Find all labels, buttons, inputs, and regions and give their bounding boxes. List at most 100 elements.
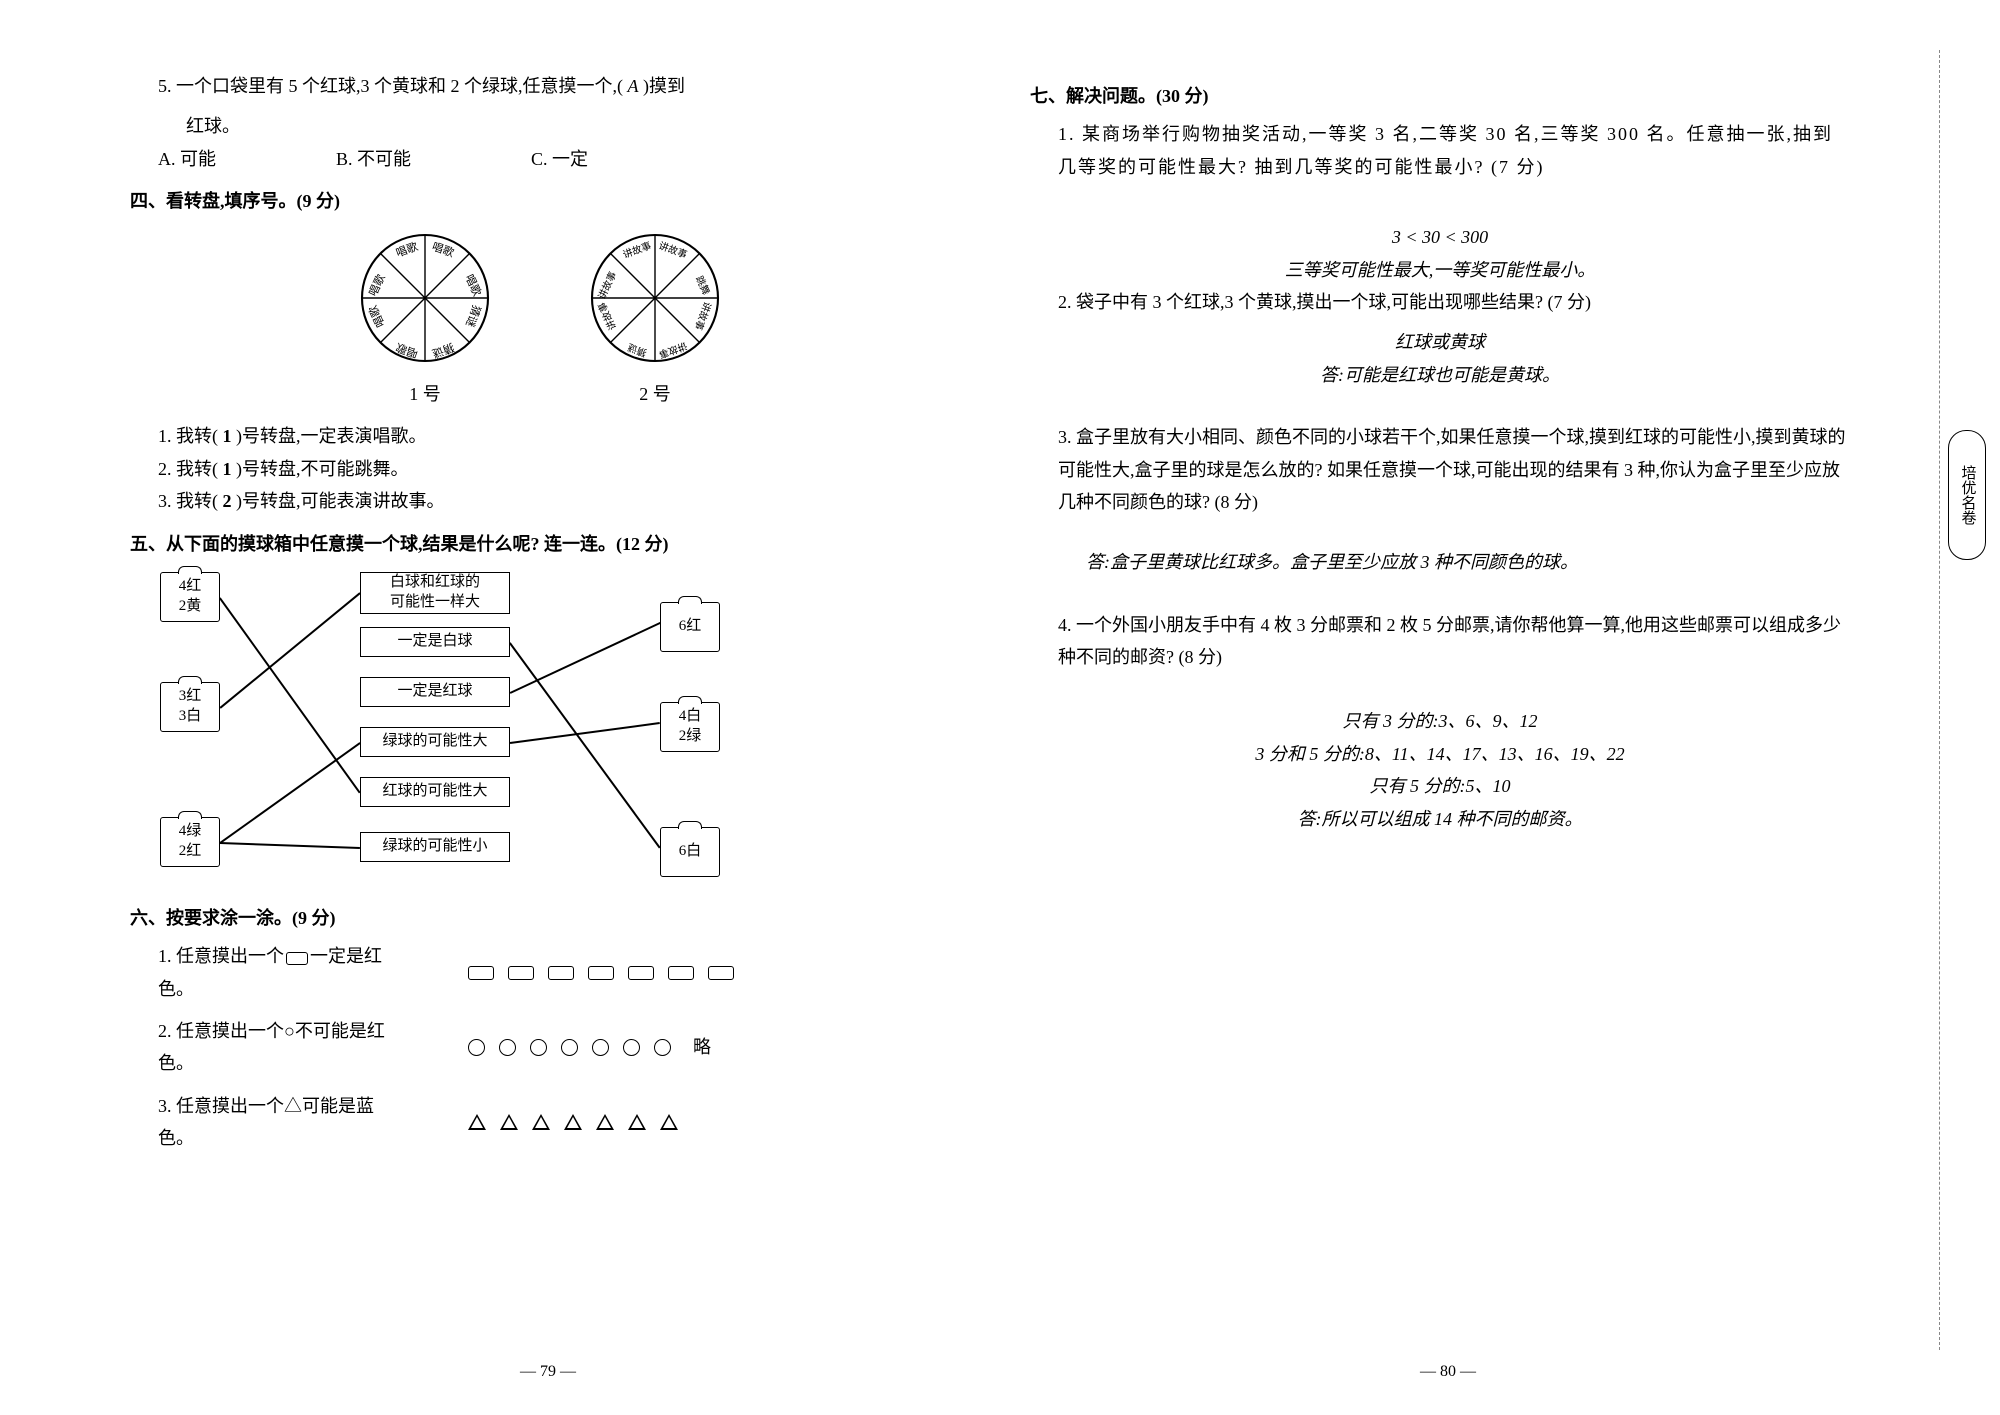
rect-shape [508,966,534,980]
result-box: 一定是红球 [360,677,510,707]
sec7-q4: 4. 一个外国小朋友手中有 4 枚 3 分邮票和 2 枚 5 分邮票,请你帮他算… [1058,609,1850,674]
q4-w2: 3 分和 5 分的:8、11、14、17、13、16、19、22 [1030,738,1850,770]
q1b: )号转盘,一定表演唱歌。 [232,426,427,446]
q2a: 2. 我转( [158,459,223,479]
circle-shape [468,1039,485,1056]
q3-ans: 答:盒子里黄球比红球多。盒子里至少应放 3 种不同颜色的球。 [1086,546,1850,578]
connection-line [219,597,360,793]
circle-shape [499,1039,516,1056]
connection-line [220,842,360,848]
sec4-title: 四、看转盘,填序号。(9 分) [130,185,950,217]
circle-shape [561,1039,578,1056]
triangle-shape [532,1114,550,1130]
spinner-1-label: 1 号 [355,378,495,410]
result-box: 红球的可能性大 [360,777,510,807]
q5-text-a: 5. 一个口袋里有 5 个红球,3 个黄球和 2 个绿球,任意摸一个,( [158,76,628,96]
left-column: 5. 一个口袋里有 5 个红球,3 个黄球和 2 个绿球,任意摸一个,( A )… [130,70,950,1165]
spinners: 唱歌 唱歌 猜谜 猜谜 唱歌 唱歌 唱歌 唱歌 1 号 [130,228,950,411]
rect-shape [468,966,494,980]
side-tab: 培优名卷 [1948,430,1986,560]
q5-answer: A [628,76,639,96]
r2-shapes: 略 [468,1031,711,1063]
ball-box-left: 3红3白 [160,682,220,732]
spinner-1-svg: 唱歌 唱歌 猜谜 猜谜 唱歌 唱歌 唱歌 唱歌 [355,228,495,368]
result-box: 一定是白球 [360,627,510,657]
q5-text-b: )摸到 [639,76,686,96]
q4-w1: 只有 3 分的:3、6、9、12 [1030,705,1850,737]
r3-shapes [468,1114,678,1130]
rect-icon [286,952,308,965]
rect-shape [628,966,654,980]
ball-box-left: 4红2黄 [160,572,220,622]
ball-box-right: 4白2绿 [660,702,720,752]
spinner-2-svg: 讲故事 跳舞 讲故事 讲故事 猜谜 讲故事 讲故事 讲故事 [585,228,725,368]
spinner-2-label: 2 号 [585,378,725,410]
rect-shape [548,966,574,980]
r1-text: 1. 任意摸出一个一定是红色。 [158,940,408,1005]
triangle-shape [468,1114,486,1130]
ball-box-right: 6白 [660,827,720,877]
spinner-2: 讲故事 跳舞 讲故事 讲故事 猜谜 讲故事 讲故事 讲故事 2 号 [585,228,725,411]
q2ans: 1 [223,459,232,479]
q3b: )号转盘,可能表演讲故事。 [232,491,445,511]
cut-line [1939,50,1940,1350]
connection-diagram: 4红2黄 3红3白 4绿2红 6红 4白2绿 6白 白球和红球的可能性一样大一定是白球一定是… [160,572,720,892]
sec6-r3: 3. 任意摸出一个△可能是蓝色。 [158,1090,950,1155]
page-number-left: — 79 — [520,1358,576,1387]
q4-ans: 答:所以可以组成 14 种不同的邮资。 [1030,803,1850,835]
connection-line [510,622,661,693]
r3-text: 3. 任意摸出一个△可能是蓝色。 [158,1090,408,1155]
sec4-q1: 1. 我转( 1 )号转盘,一定表演唱歌。 [158,420,950,452]
sec4-q3: 3. 我转( 2 )号转盘,可能表演讲故事。 [158,485,950,517]
triangle-shape [628,1114,646,1130]
right-column: 七、解决问题。(30 分) 1. 某商场举行购物抽奖活动,一等奖 3 名,二等奖… [1030,70,1850,1165]
sec6-r2: 2. 任意摸出一个○不可能是红色。 略 [158,1015,950,1080]
ball-box-left: 4绿2红 [160,817,220,867]
q1-work: 3 < 30 < 300 [1030,221,1850,253]
r1-shapes [468,966,734,980]
q2-work: 红球或黄球 [1030,326,1850,358]
q1ans: 1 [223,426,232,446]
connection-line [509,642,660,848]
triangle-shape [596,1114,614,1130]
sec7-title: 七、解决问题。(30 分) [1030,80,1850,112]
q5: 5. 一个口袋里有 5 个红球,3 个黄球和 2 个绿球,任意摸一个,( A )… [158,70,950,102]
rect-shape [588,966,614,980]
circle-shape [623,1039,640,1056]
sec6-r1: 1. 任意摸出一个一定是红色。 [158,940,950,1005]
result-box: 绿球的可能性大 [360,727,510,757]
q2b: )号转盘,不可能跳舞。 [232,459,409,479]
q4-w3: 只有 5 分的:5、10 [1030,770,1850,802]
triangle-shape [564,1114,582,1130]
circle-shape [592,1039,609,1056]
sec5-title: 五、从下面的摸球箱中任意摸一个球,结果是什么呢? 连一连。(12 分) [130,528,950,560]
circle-shape [530,1039,547,1056]
omit-label: 略 [693,1031,711,1063]
rect-shape [708,966,734,980]
result-box: 绿球的可能性小 [360,832,510,862]
sec4-q2: 2. 我转( 1 )号转盘,不可能跳舞。 [158,453,950,485]
q2-ans: 答:可能是红球也可能是黄球。 [1030,359,1850,391]
connection-line [510,722,660,743]
rect-shape [668,966,694,980]
result-box: 白球和红球的可能性一样大 [360,572,510,614]
opt-a: A. 可能 [158,143,216,175]
q3a: 3. 我转( [158,491,223,511]
q1a: 1. 我转( [158,426,223,446]
opt-b: B. 不可能 [336,143,411,175]
circle-shape [654,1039,671,1056]
connection-line [220,592,361,708]
spinner-1: 唱歌 唱歌 猜谜 猜谜 唱歌 唱歌 唱歌 唱歌 1 号 [355,228,495,411]
ball-box-right: 6红 [660,602,720,652]
triangle-shape [660,1114,678,1130]
sec7-q3: 3. 盒子里放有大小相同、颜色不同的小球若干个,如果任意摸一个球,摸到红球的可能… [1058,421,1850,518]
opt-c: C. 一定 [531,143,588,175]
connection-line [220,742,361,843]
triangle-shape [500,1114,518,1130]
q5-options: A. 可能 B. 不可能 C. 一定 [158,143,950,175]
sec6-title: 六、按要求涂一涂。(9 分) [130,902,950,934]
page-number-right: — 80 — [1420,1358,1476,1387]
q1-ans: 三等奖可能性最大,一等奖可能性最小。 [1030,254,1850,286]
sec7-q1: 1. 某商场举行购物抽奖活动,一等奖 3 名,二等奖 30 名,三等奖 300 … [1058,118,1850,183]
q3ans: 2 [223,491,232,511]
